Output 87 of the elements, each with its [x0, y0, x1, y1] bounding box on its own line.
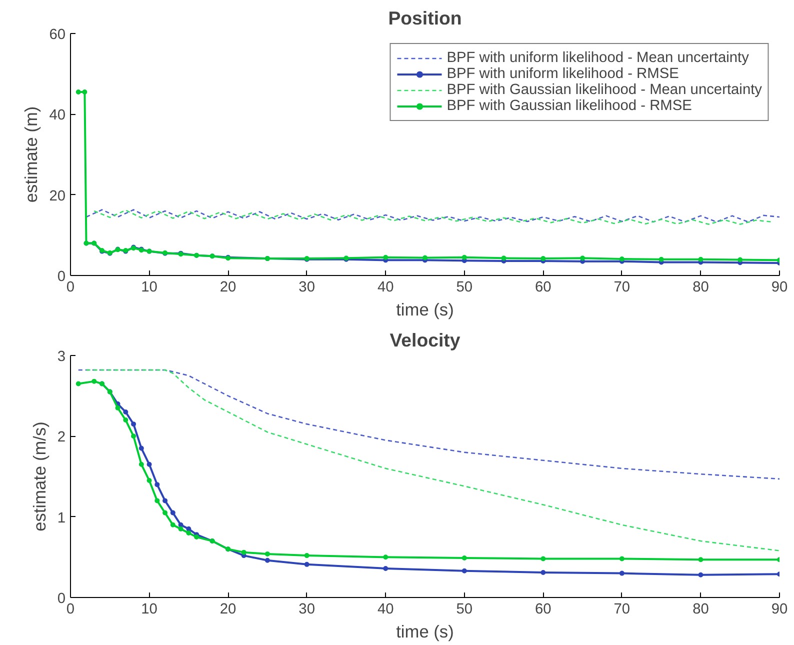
point	[264, 558, 270, 563]
point	[619, 570, 624, 576]
legend-label: BPF with uniform likelihood - Mean uncertainty	[446, 50, 749, 66]
x-tick-label: 70	[614, 280, 630, 296]
point	[462, 254, 467, 260]
point	[619, 256, 624, 262]
point	[92, 378, 97, 384]
y-axis-title: estimate (m)	[21, 106, 42, 203]
y-tick-label: 40	[49, 108, 66, 124]
x-tick-label: 70	[614, 602, 630, 618]
point	[462, 555, 467, 560]
x-tick-label: 40	[377, 602, 394, 618]
point	[186, 530, 192, 536]
x-tick-label: 60	[535, 602, 552, 618]
legend-label: BPF with uniform likelihood - RMSE	[446, 66, 679, 82]
x-tick-label: 20	[220, 280, 236, 296]
point	[698, 557, 704, 562]
y-axis-title: estimate (m/s)	[29, 422, 50, 532]
y-tick-label: 60	[49, 27, 66, 43]
point	[178, 522, 184, 528]
point	[138, 462, 144, 467]
line-series	[78, 369, 780, 480]
point	[194, 534, 200, 540]
point	[383, 554, 388, 560]
x-tick-label: 10	[141, 280, 158, 296]
point	[186, 526, 192, 532]
point	[383, 254, 388, 260]
legend-label: BPF with Gaussian likelihood - RMSE	[446, 98, 692, 114]
x-tick-label: 90	[771, 602, 788, 618]
x-tick-label: 90	[771, 280, 788, 296]
point	[115, 405, 120, 410]
x-tick-label: 30	[298, 602, 315, 618]
point	[422, 255, 428, 260]
point	[264, 551, 270, 556]
y-tick-label: 3	[57, 349, 66, 365]
point	[241, 550, 246, 555]
point	[170, 522, 176, 528]
point	[76, 89, 81, 94]
line-series	[93, 210, 772, 225]
point	[138, 446, 144, 451]
point	[698, 256, 704, 262]
x-tick-label: 80	[692, 602, 709, 618]
x-tick-label: 60	[535, 280, 552, 296]
point	[383, 566, 388, 571]
point	[170, 510, 176, 516]
point	[501, 256, 506, 261]
point	[76, 381, 81, 386]
point	[619, 556, 624, 562]
point	[304, 553, 310, 558]
point	[123, 409, 128, 414]
point	[698, 572, 704, 578]
chart-title: Velocity	[390, 330, 461, 350]
y-tick-label: 0	[57, 269, 66, 285]
point	[154, 482, 160, 488]
point	[304, 562, 310, 567]
y-tick-label: 20	[49, 188, 66, 204]
x-tick-label: 40	[377, 280, 394, 296]
x-tick-label: 80	[692, 280, 709, 296]
point	[540, 556, 546, 562]
point	[131, 434, 136, 439]
point	[738, 257, 743, 262]
point	[462, 568, 467, 574]
chart-title: Position	[388, 8, 462, 28]
point	[178, 526, 184, 532]
point	[146, 462, 152, 467]
point	[131, 422, 136, 427]
point	[658, 256, 664, 262]
legend-label: BPF with Gaussian likelihood - Mean uncertainty	[446, 82, 762, 98]
x-axis-title: time (s)	[396, 622, 454, 642]
point	[82, 89, 88, 94]
x-tick-label: 30	[298, 280, 315, 296]
x-axis-title: time (s)	[396, 300, 454, 320]
point	[146, 478, 152, 484]
point	[580, 256, 586, 261]
line-series	[86, 209, 780, 223]
y-tick-label: 2	[57, 430, 66, 446]
point	[540, 570, 546, 575]
x-tick-label: 50	[456, 280, 473, 296]
y-tick-label: 1	[57, 510, 66, 526]
x-tick-label: 10	[141, 602, 158, 618]
x-tick-label: 20	[220, 602, 236, 618]
point	[162, 510, 168, 516]
point	[123, 418, 128, 423]
point	[162, 498, 168, 504]
x-tick-label: 50	[456, 602, 473, 618]
y-tick-label: 0	[57, 591, 66, 607]
point	[154, 498, 160, 504]
